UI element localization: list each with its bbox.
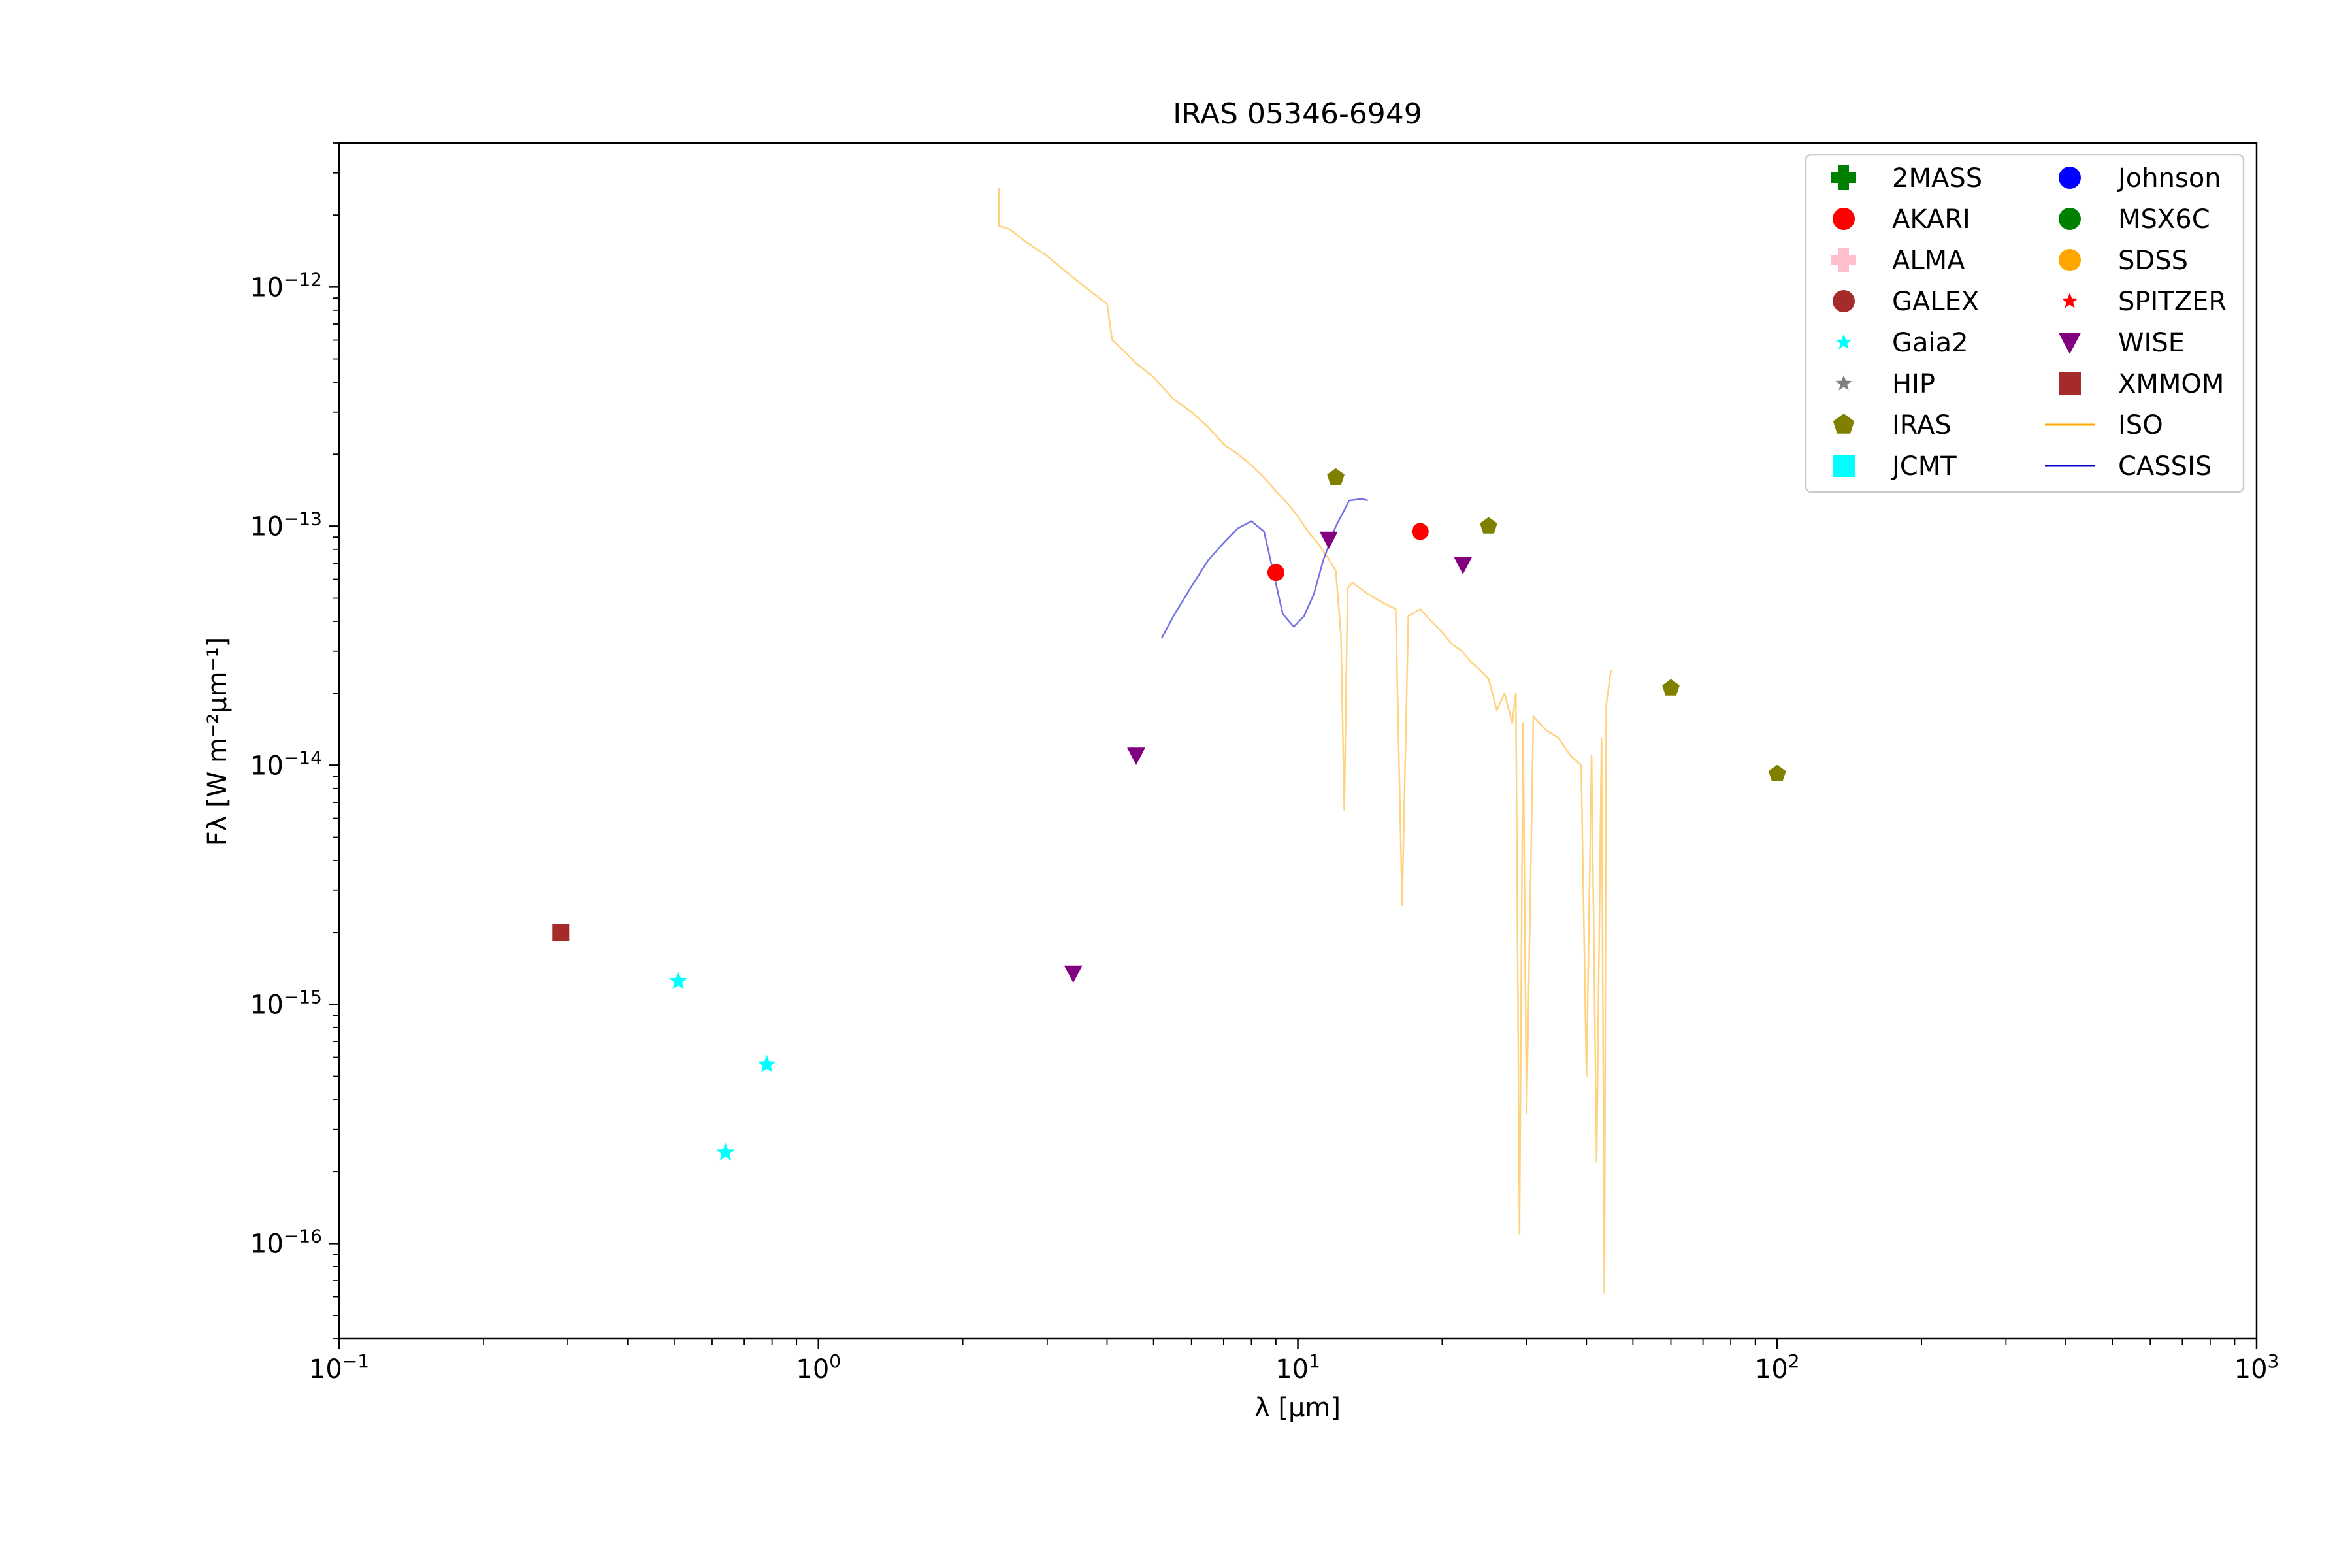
legend-wise-handle xyxy=(2059,333,2081,354)
legend-sdss-label: SDSS xyxy=(2118,246,2188,276)
y-axis-label: Fλ [W m⁻²μm⁻¹] xyxy=(203,637,233,847)
data-point-wise-1 xyxy=(1064,965,1083,983)
legend-jcmt-handle xyxy=(1833,455,1855,477)
legend-iso-label: ISO xyxy=(2118,410,2163,440)
legend-xmmom-label: XMMOM xyxy=(2118,369,2224,399)
legend-wise-label: WISE xyxy=(2118,328,2185,358)
x-tick-label: 101 xyxy=(1275,1350,1320,1384)
legend-jcmt-label: JCMT xyxy=(1890,451,1957,482)
y-tick-label: 10−16 xyxy=(250,1225,322,1259)
x-tick-label: 10−1 xyxy=(309,1350,369,1384)
data-point-xmmom-1 xyxy=(552,924,570,941)
legend-hip-label: HIP xyxy=(1892,369,1935,399)
legend-hip-handle xyxy=(1835,375,1852,391)
legend-spitzer-label: SPITZER xyxy=(2118,287,2227,317)
data-point-iras-3 xyxy=(1662,679,1680,696)
y-tick-label: 10−12 xyxy=(250,269,322,302)
data-point-iras-2 xyxy=(1480,517,1497,534)
plot-data-layer xyxy=(552,188,1786,1294)
series-line-cassis xyxy=(1160,498,1369,639)
data-point-akari-2 xyxy=(1411,523,1429,540)
legend: 2MASS AKARI ALMA GALEX Gaia2 HIP IRAS JCMT Johns… xyxy=(1805,154,2245,493)
legend-johnson-handle xyxy=(2059,167,2081,189)
axes-layer: 10−1 100 101 102 103 10−16 10−15 10−14 10−13 10−1… xyxy=(250,142,2279,1384)
data-point-wise-4 xyxy=(1454,557,1473,575)
legend-2mass-handle xyxy=(1831,165,1856,190)
x-tick-label: 102 xyxy=(1755,1350,1800,1384)
legend-alma-handle xyxy=(1831,248,1856,272)
data-point-iras-1 xyxy=(1327,468,1345,485)
legend-xmmom-handle xyxy=(2059,372,2081,395)
data-point-akari-1 xyxy=(1267,564,1284,581)
legend-msx6c-handle xyxy=(2059,208,2081,230)
chart-title: IRAS 05346-6949 xyxy=(1173,97,1422,131)
plot-data-clipped xyxy=(552,188,1786,1294)
data-point-wise-3 xyxy=(1319,531,1338,549)
x-tick-label: 103 xyxy=(2234,1350,2279,1384)
legend-gaia2-handle xyxy=(1835,334,1852,350)
y-tick-label: 10−13 xyxy=(250,508,322,542)
legend-akari-label: AKARI xyxy=(1892,204,1970,235)
legend-galex-label: GALEX xyxy=(1892,287,1979,317)
x-axis-label: λ [μm] xyxy=(1254,1393,1341,1423)
legend-spitzer-handle xyxy=(2061,293,2078,308)
data-point-gaia2-1 xyxy=(668,971,688,989)
series-line-iso xyxy=(998,188,1612,1294)
legend-2mass-label: 2MASS xyxy=(1892,163,1982,193)
legend-iras-handle xyxy=(1833,414,1855,434)
data-point-gaia2-3 xyxy=(757,1054,776,1073)
y-tick-label: 10−14 xyxy=(250,747,322,781)
legend-iras-label: IRAS xyxy=(1892,410,1952,440)
legend-sdss-handle xyxy=(2059,249,2081,271)
y-tick-label: 10−15 xyxy=(250,986,322,1020)
data-point-wise-2 xyxy=(1127,747,1146,765)
legend-msx6c-label: MSX6C xyxy=(2118,204,2210,235)
data-point-gaia2-2 xyxy=(716,1143,735,1161)
legend-box xyxy=(1805,154,2245,493)
legend-gaia2-label: Gaia2 xyxy=(1892,328,1968,358)
legend-akari-handle xyxy=(1833,208,1855,230)
x-tick-label: 100 xyxy=(796,1350,841,1384)
legend-cassis-label: CASSIS xyxy=(2118,451,2212,482)
legend-johnson-label: Johnson xyxy=(2116,163,2221,193)
legend-alma-label: ALMA xyxy=(1892,246,1965,276)
legend-galex-handle xyxy=(1833,290,1855,312)
data-point-iras-4 xyxy=(1768,764,1786,781)
